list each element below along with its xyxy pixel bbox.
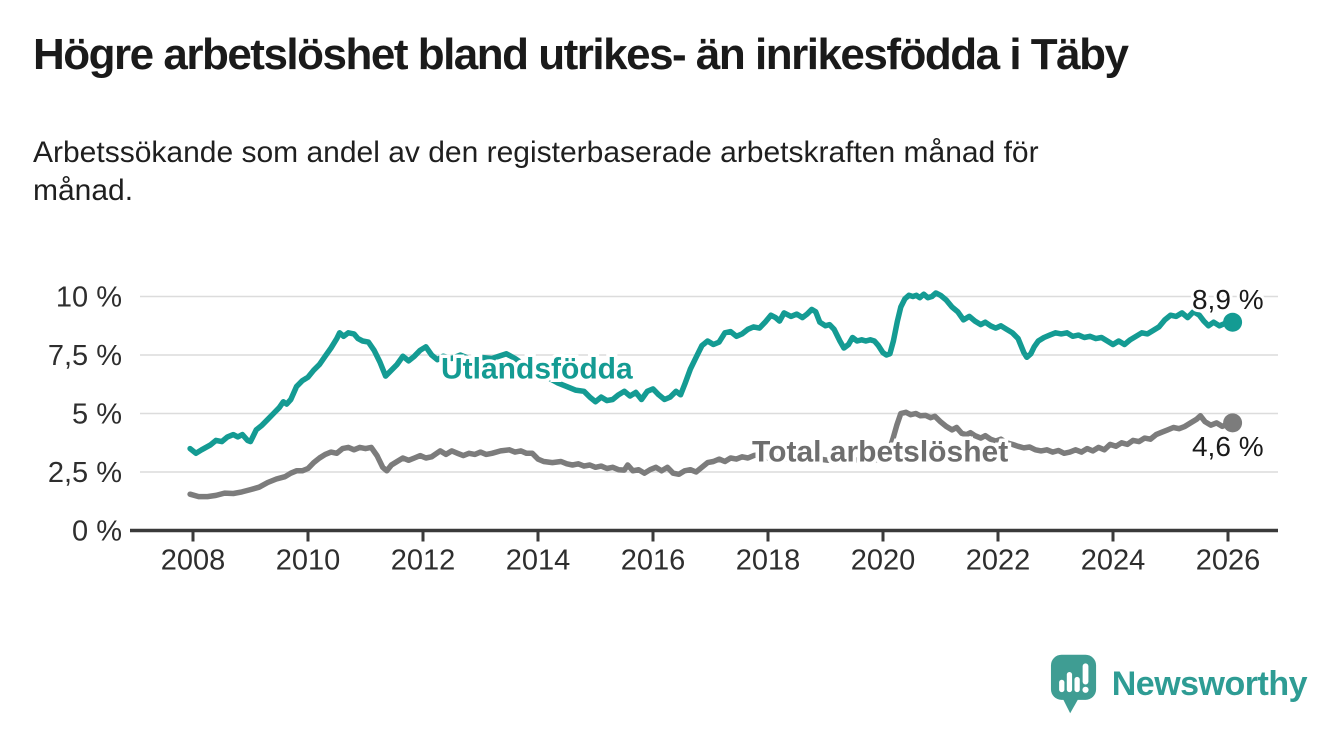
- x-axis-label: 2008: [161, 545, 226, 577]
- x-axis-label: 2020: [851, 545, 916, 577]
- logo-bubble: [1050, 654, 1096, 700]
- x-axis-label: 2016: [621, 545, 686, 577]
- logo-exclamation-bar: [1082, 663, 1089, 685]
- end-value-label-utlandsfodda: 8,9 %: [1192, 284, 1264, 315]
- y-axis-label: 5 %: [72, 399, 122, 431]
- series-label-total: Total arbetslöshet: [752, 435, 1008, 468]
- newsworthy-logo-icon: [1050, 654, 1096, 714]
- logo-bubble-tail: [1062, 697, 1079, 714]
- logo-bar-2: [1066, 672, 1072, 693]
- end-value-label-total: 4,6 %: [1192, 431, 1264, 462]
- endpoint-dot-utlandsfodda: [1223, 312, 1243, 332]
- x-axis-label: 2018: [736, 545, 801, 577]
- x-axis-label: 2024: [1081, 545, 1146, 577]
- y-axis-label: 0 %: [72, 516, 122, 548]
- line-chart: 0 % 2,5 % 5 % 7,5 % 10 % 2008 2010 2012 2014 2016…: [48, 281, 1278, 577]
- x-axis-label: 2022: [966, 545, 1031, 577]
- series-line-utlandsfodda: [187, 290, 1236, 457]
- brand-footer: Newsworthy: [1050, 653, 1308, 716]
- brand-wordmark: Newsworthy: [1111, 665, 1308, 703]
- endpoint-dot-total: [1223, 413, 1243, 433]
- chart-title: Högre arbetslöshet bland utrikes- än inr…: [33, 30, 1129, 79]
- y-axis-label: 7,5 %: [48, 340, 122, 372]
- y-axis-label: 10 %: [56, 282, 122, 314]
- series-line-total: [187, 409, 1236, 500]
- chart-subtitle: Arbetssökande som andel av den registerb…: [33, 136, 1039, 207]
- series-label-utlandsfodda: Utlandsfödda: [441, 353, 633, 386]
- logo-bar-3: [1074, 676, 1080, 693]
- logo-bar-1: [1058, 679, 1065, 693]
- y-axis-label: 2,5 %: [48, 457, 122, 489]
- x-axis-label: 2014: [506, 545, 571, 577]
- logo-exclamation-dot: [1082, 686, 1089, 693]
- x-axis-label: 2010: [276, 545, 341, 577]
- x-axis-label: 2026: [1196, 545, 1261, 577]
- x-axis-label: 2012: [391, 545, 456, 577]
